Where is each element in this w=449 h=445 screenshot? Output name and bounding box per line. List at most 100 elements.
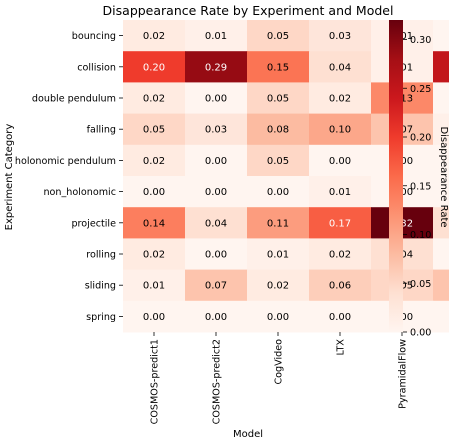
cell-value-label: 0.15 <box>267 62 289 73</box>
heatmap-cell <box>247 269 310 302</box>
colorbar-title: Disappearance Rate <box>438 126 449 227</box>
heatmap-cell <box>185 144 248 177</box>
cell-value-label: 0.10 <box>329 125 351 136</box>
heatmap-cell <box>433 144 449 177</box>
heatmap-cell <box>123 238 186 271</box>
y-tick-label: spring <box>86 312 116 323</box>
heatmap-cell <box>433 176 449 208</box>
cell-value-label: 0.01 <box>205 31 227 42</box>
colorbar-tick-label: 0.15 <box>410 181 431 192</box>
heatmap-cell <box>309 207 372 239</box>
heatmap-cell <box>247 207 310 239</box>
heatmap-cell <box>123 300 186 333</box>
cell-value-label: 0.05 <box>267 94 289 105</box>
heatmap-cell <box>433 300 449 333</box>
heatmap-cell <box>247 82 310 115</box>
heatmap-cells: 0.02 0.01 0.05 0.03 0.01 0.00 0.20 0.29 0.15 0.04… <box>123 20 449 333</box>
heatmap-cell <box>185 176 248 208</box>
cell-value-label: 0.17 <box>329 218 351 229</box>
heatmap-cell <box>123 20 186 52</box>
y-axis-title: Experiment Category <box>4 124 15 231</box>
heatmap-cell <box>433 113 449 146</box>
cell-value-label: 0.02 <box>267 281 289 292</box>
cell-value-label: 0.00 <box>143 312 165 323</box>
cell-value-label: 0.00 <box>205 312 227 323</box>
heatmap-cell <box>123 144 186 177</box>
y-tick-label: double pendulum <box>32 94 116 105</box>
heatmap-cell <box>433 82 449 115</box>
x-tick-label: LTX <box>336 339 347 356</box>
y-tick-label: collision <box>77 62 116 73</box>
colorbar-gradient <box>389 20 403 332</box>
y-tick-label: projectile <box>71 218 116 229</box>
y-tick-label: falling <box>87 125 116 136</box>
y-tick-label: sliding <box>85 281 116 292</box>
cell-value-label: 0.02 <box>143 31 165 42</box>
cell-value-label: 0.08 <box>267 125 289 136</box>
colorbar-tick-label: 0.20 <box>410 133 431 144</box>
cell-value-label: 0.00 <box>329 312 351 323</box>
cell-value-label: 0.14 <box>143 218 165 229</box>
y-axis: bouncing collision double pendulum falling h… <box>15 31 123 323</box>
cell-value-label: 0.02 <box>329 94 351 105</box>
cell-value-label: 0.04 <box>329 62 351 73</box>
cell-value-label: 0.00 <box>205 250 227 261</box>
cell-value-label: 0.05 <box>267 31 289 42</box>
heatmap-cell <box>309 51 372 83</box>
heatmap-cell <box>309 113 372 146</box>
colorbar-tick-label: 0.00 <box>410 328 431 339</box>
cell-value-label: 0.01 <box>267 250 289 261</box>
x-tick-label: COSMOS-predict2 <box>212 339 223 424</box>
cell-value-label: 0.00 <box>329 156 351 167</box>
y-tick-label: non_holonomic <box>43 187 116 198</box>
heatmap-cell <box>247 176 310 208</box>
cell-value-label: 0.03 <box>205 125 227 136</box>
heatmap-cell <box>309 300 372 333</box>
heatmap-cell <box>309 82 372 115</box>
heatmap-cell <box>123 269 186 302</box>
chart-title: Disappearance Rate by Experiment and Mod… <box>103 3 394 18</box>
cell-value-label: 0.00 <box>267 187 289 198</box>
cell-value-label: 0.00 <box>205 187 227 198</box>
heatmap-cell <box>433 51 449 83</box>
x-tick-label: CogVideo <box>274 339 285 385</box>
cell-value-label: 0.11 <box>267 218 289 229</box>
cell-value-label: 0.02 <box>143 156 165 167</box>
cell-value-label: 0.02 <box>329 250 351 261</box>
cell-value-label: 0.04 <box>205 218 227 229</box>
heatmap-cell <box>433 207 449 239</box>
x-tick-label: COSMOS-predict1 <box>150 339 161 424</box>
heatmap-cell <box>247 113 310 146</box>
heatmap-cell <box>123 176 186 208</box>
cell-value-label: 0.05 <box>143 125 165 136</box>
heatmap-cell <box>247 300 310 333</box>
cell-value-label: 0.00 <box>205 94 227 105</box>
y-tick-label: bouncing <box>72 31 116 42</box>
cell-value-label: 0.00 <box>143 187 165 198</box>
heatmap-cell <box>309 269 372 302</box>
heatmap-cell <box>309 144 372 177</box>
cell-value-label: 0.00 <box>205 156 227 167</box>
heatmap-cell <box>185 82 248 115</box>
cell-value-label: 0.06 <box>329 281 351 292</box>
cell-value-label: 0.05 <box>267 156 289 167</box>
heatmap-cell <box>185 113 248 146</box>
cell-value-label: 0.02 <box>143 250 165 261</box>
heatmap-cell <box>433 238 449 271</box>
heatmap-cell <box>123 82 186 115</box>
colorbar: 0.00 0.05 0.10 0.15 0.20 0.25 0.30 <box>389 20 431 339</box>
x-tick-label: PyramidalFlow <box>398 339 409 409</box>
heatmap-cell <box>185 238 248 271</box>
heatmap-cell <box>185 20 248 52</box>
cell-value-label: 0.01 <box>143 281 165 292</box>
heatmap-cell <box>185 51 248 83</box>
heatmap-cell <box>309 238 372 271</box>
colorbar-tick-label: 0.05 <box>410 279 431 290</box>
heatmap-cell <box>123 113 186 146</box>
colorbar-tick-label: 0.10 <box>410 230 431 241</box>
cell-value-label: 0.29 <box>205 62 227 73</box>
cell-value-label: 0.00 <box>267 312 289 323</box>
y-tick-label: rolling <box>86 250 116 261</box>
heatmap-cell <box>123 207 186 239</box>
colorbar-tick-label: 0.25 <box>410 84 431 95</box>
